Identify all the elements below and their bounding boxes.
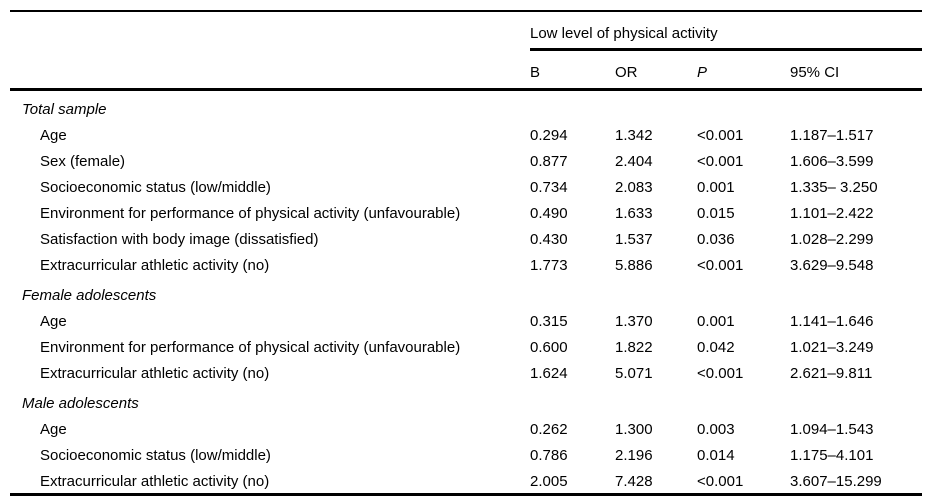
p-value: <0.001 [697,127,744,144]
ci-value: 2.621–9.811 [790,365,873,382]
row-label: Extracurricular athletic activity (no) [40,257,270,274]
table-row: Sex (female) 0.877 2.404 <0.001 1.606–3.599 [10,147,922,173]
or-value: 1.370 [615,313,653,330]
b-value: 0.315 [530,313,568,330]
spanner-header-label: Low level of physical activity [530,11,923,51]
b-value: 2.005 [530,473,568,490]
ci-value: 1.094–1.543 [790,421,874,438]
row-label: Age [40,127,67,144]
table-row: Age 0.294 1.342 <0.001 1.187–1.517 [10,121,922,147]
ci-value: 1.141–1.646 [790,313,874,330]
table-row: Extracurricular athletic activity (no) 2.… [10,467,922,495]
row-label: Age [40,313,67,330]
or-value: 1.822 [615,339,653,356]
ci-value: 1.175–4.101 [790,447,874,464]
p-value: 0.042 [697,339,735,356]
b-value: 0.430 [530,231,568,248]
column-header-or: OR [615,49,697,91]
ci-value: 1.101–2.422 [790,205,874,222]
table-row: Extracurricular athletic activity (no) 1.… [10,359,922,385]
table-row: Socioeconomic status (low/middle) 0.734 2.… [10,173,922,199]
p-value: 0.036 [697,231,735,248]
row-label: Socioeconomic status (low/middle) [40,447,271,464]
column-header-p: P [697,49,790,91]
p-value: <0.001 [697,365,744,382]
or-value: 2.404 [615,153,653,170]
p-value: 0.014 [697,447,735,464]
table-row: Age 0.262 1.300 0.003 1.094–1.543 [10,415,922,441]
or-value: 7.428 [615,473,653,490]
or-value: 2.083 [615,179,653,196]
row-label: Sex (female) [40,153,126,170]
p-value: 0.015 [697,205,735,222]
row-label: Environment for performance of physical … [40,205,461,222]
b-value: 0.262 [530,421,568,438]
group-row: Male adolescents [10,385,922,415]
row-label: Socioeconomic status (low/middle) [40,179,271,196]
row-label: Extracurricular athletic activity (no) [40,365,270,382]
group-row: Total sample [10,90,922,122]
p-value: <0.001 [697,473,744,490]
b-value: 0.294 [530,127,568,144]
column-header-b: B [530,49,615,91]
column-header-empty [10,49,530,91]
regression-table: Low level of physical activity B OR P 95… [10,10,923,496]
ci-value: 3.629–9.548 [790,257,874,274]
column-header-ci: 95% CI [790,49,923,91]
p-value: <0.001 [697,153,744,170]
table-header: Low level of physical activity B OR P 95… [10,11,923,91]
table-row: Extracurricular athletic activity (no) 1.… [10,251,922,277]
or-value: 5.071 [615,365,653,382]
p-value: 0.003 [697,421,735,438]
or-value: 1.300 [615,421,653,438]
p-value: 0.001 [697,179,735,196]
or-value: 1.537 [615,231,653,248]
table-row: Socioeconomic status (low/middle) 0.786 2.… [10,441,922,467]
or-value: 2.196 [615,447,653,464]
p-value: <0.001 [697,257,744,274]
b-value: 0.786 [530,447,568,464]
group-label: Total sample [22,101,107,118]
row-label: Age [40,421,67,438]
ci-value: 1.187–1.517 [790,127,874,144]
ci-value: 1.335– 3.250 [790,179,878,196]
or-value: 5.886 [615,257,653,274]
ci-value: 1.028–2.299 [790,231,874,248]
p-value: 0.001 [697,313,735,330]
b-value: 0.734 [530,179,568,196]
regression-table-container: Low level of physical activity B OR P 95… [10,10,923,496]
group-label: Male adolescents [22,395,139,412]
group-row: Female adolescents [10,277,922,307]
ci-value: 1.606–3.599 [790,153,874,170]
group-label: Female adolescents [22,287,157,304]
row-label: Extracurricular athletic activity (no) [40,473,270,490]
row-label: Satisfaction with body image (dissatisfi… [40,231,319,248]
b-value: 0.490 [530,205,568,222]
table-row: Age 0.315 1.370 0.001 1.141–1.646 [10,307,922,333]
b-value: 0.600 [530,339,568,356]
table-row: Environment for performance of physical … [10,199,922,225]
table-body: Total sample Age 0.294 1.342 <0.001 1.187–1.5… [10,90,922,495]
row-label: Environment for performance of physical … [40,339,461,356]
or-value: 1.342 [615,127,653,144]
ci-value: 3.607–15.299 [790,473,882,490]
column-header-row: B OR P 95% CI [10,49,923,91]
b-value: 1.624 [530,365,568,382]
spanner-spacer-cell [10,11,530,50]
table-row: Satisfaction with body image (dissatisfi… [10,225,922,251]
b-value: 1.773 [530,257,568,274]
b-value: 0.877 [530,153,568,170]
ci-value: 1.021–3.249 [790,339,874,356]
table-row: Environment for performance of physical … [10,333,922,359]
or-value: 1.633 [615,205,653,222]
spanner-header-row: Low level of physical activity [10,11,923,51]
